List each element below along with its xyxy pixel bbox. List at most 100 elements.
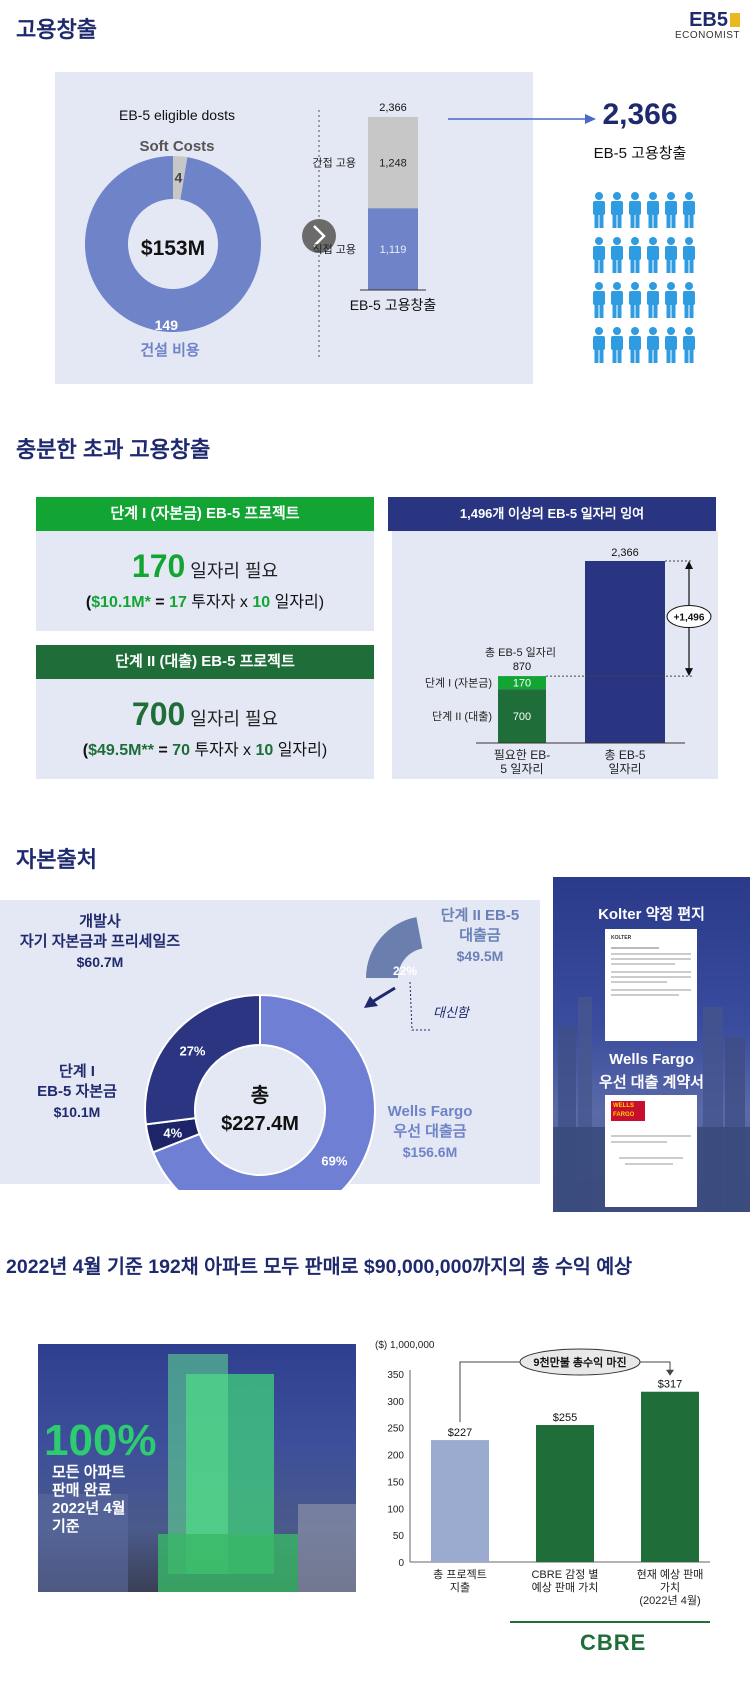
phase2-inset-slice (366, 917, 423, 978)
wells-agreement-thumbnail[interactable]: WELLS FARGO (605, 1095, 697, 1207)
phase2-loan-label: 단계 II EB-5 대출금 $49.5M (420, 906, 540, 966)
chevron-right-icon (313, 225, 326, 247)
capital-pct-0: 69% (321, 1154, 347, 1169)
surplus-xlabel: 5 일자리 (500, 762, 543, 776)
arrow-circle[interactable] (302, 219, 336, 253)
phase2-jobs-number: 700 (131, 696, 186, 732)
phase1-header: 단계 I (자본금) EB-5 프로젝트 (36, 497, 374, 531)
sold-percent: 100% (44, 1416, 157, 1465)
revenue-xlabel: CBRE 감정 별 (531, 1568, 598, 1581)
construction-label: 건설 비용 (140, 342, 200, 359)
job-bar-0 (368, 208, 418, 290)
person-icon (629, 237, 641, 273)
wf-loan-amount: $156.6M (402, 1144, 458, 1160)
section-title-revenue: 2022년 4월 기준 192채 아파트 모두 판매로 $90,000,000까… (6, 1256, 633, 1278)
wells-fargo-logo: WELLS FARGO (611, 1101, 645, 1121)
capital-slice-0 (151, 993, 376, 1190)
person-icon (593, 282, 605, 318)
cbre-logo: CBRE (580, 1630, 647, 1655)
caption-line3: 2022년 4월 (52, 1500, 126, 1517)
phase1-capital-line1: 단계 I (59, 1063, 95, 1080)
arrow-down-icon (685, 668, 693, 677)
logo-subtext: ECONOMIST (674, 30, 740, 41)
revenue-xlabel: (2022년 4월) (639, 1594, 700, 1607)
margin-label: 9천만불 총수익 마진 (533, 1355, 626, 1369)
wf-logo-line1: WELLS (613, 1103, 634, 1109)
donut-value-0: 4 (175, 170, 183, 186)
job-xlabel: EB-5 고용창출 (350, 297, 437, 313)
person-icon (665, 327, 677, 363)
capital-pct-2: 27% (179, 1043, 205, 1058)
refinance-connector (409, 981, 430, 1031)
jobs-chart: EB-5 eligible dosts Soft Costs 4 149 $153… (85, 102, 437, 359)
kolter-letter-thumbnail[interactable]: KOLTER (605, 929, 697, 1041)
phase2-jobs: 700 일자리 필요 (36, 696, 374, 733)
phase1-investors: 17 (169, 594, 187, 611)
job-bar-value-0: 1,119 (380, 244, 407, 256)
surplus-badge (666, 605, 712, 629)
job-bar-label-0: 직접 고용 (312, 243, 356, 256)
jobs-panel (55, 72, 533, 384)
phase1-jobs: 170 일자리 필요 (36, 548, 374, 585)
phase1-mult: 투자자 x (186, 594, 253, 611)
eb5-logo: EB5 ECONOMIST (668, 10, 740, 46)
arrow-down-left-icon (364, 996, 378, 1008)
people-grid (593, 192, 695, 363)
phase1-per: 10 (252, 594, 271, 611)
wells-title-line1: Wells Fargo (609, 1051, 694, 1068)
y-tick-label: 300 (387, 1397, 404, 1408)
caption-line4: 기준 (52, 1518, 80, 1535)
person-icon (611, 282, 623, 318)
capital-pct-1: 4% (163, 1125, 182, 1140)
bar-total-value: 2,366 (611, 547, 639, 559)
person-icon (611, 237, 623, 273)
phase1-capital-line2: EB-5 자본금 (37, 1083, 117, 1100)
section-title-capital: 자본출처 (16, 847, 97, 872)
wf-loan-line1: Wells Fargo (387, 1103, 473, 1120)
surplus-value: +1,496 (674, 613, 705, 624)
phase2-unit: 일자리) (273, 742, 328, 759)
capital-center-line1: 총 (251, 1084, 269, 1107)
person-icon (593, 327, 605, 363)
surplus-xlabel: 총 EB-5 (604, 748, 645, 762)
person-icon (683, 327, 695, 363)
revenue-bar-2 (641, 1391, 699, 1562)
person-icon (647, 237, 659, 273)
bar-phase2-value: 700 (513, 711, 531, 723)
person-icon (629, 192, 641, 228)
wf-loan-line2: 우선 대출금 (393, 1123, 467, 1140)
donut-slice-0 (173, 156, 188, 200)
kolter-letter-logo: KOLTER (611, 935, 632, 941)
revenue-bar-label-1: $255 (553, 1412, 577, 1424)
dev-label-amount: $60.7M (76, 954, 124, 970)
donut-title: EB-5 eligible dosts (119, 107, 235, 123)
phase2-jobs-suffix: 일자리 필요 (185, 709, 279, 729)
person-icon (683, 282, 695, 318)
phase2-header: 단계 II (대출) EB-5 프로젝트 (36, 645, 374, 679)
phase2-investors: 70 (172, 742, 190, 759)
result-arrow (448, 114, 596, 124)
section-title-jobs: 고용창출 (16, 17, 97, 42)
wf-logo-line2: FARGO (613, 1112, 635, 1118)
person-icon (611, 327, 623, 363)
revenue-bar-1 (536, 1425, 594, 1562)
bar-phase1 (498, 676, 546, 690)
soft-costs-label: Soft Costs (140, 138, 215, 155)
bar-phase1-value: 170 (513, 678, 531, 690)
person-icon (683, 192, 695, 228)
y-tick-label: 150 (387, 1477, 404, 1488)
person-icon (647, 327, 659, 363)
bar-total (585, 561, 665, 743)
phase2-loan-amount: $49.5M (456, 948, 504, 964)
caption-line2: 판매 완료 (52, 1482, 112, 1499)
phase2-formula: ($49.5M** = 70 투자자 x 10 일자리) (82, 742, 328, 759)
building-photo: 100% 모든 아파트 판매 완료 2022년 4월 기준 (38, 1344, 356, 1592)
donut-value-1: 149 (155, 317, 179, 333)
calculator-icon (730, 13, 740, 27)
caption-line1: 모든 아파트 (52, 1464, 126, 1481)
y-tick-label: 200 (387, 1451, 404, 1462)
surplus-header: 1,496개 이상의 EB-5 일자리 잉여 (388, 497, 716, 531)
phase1-capital-amount: $10.1M (53, 1104, 101, 1120)
phase2-loan-line2: 대출금 (459, 927, 501, 944)
person-icon (647, 282, 659, 318)
